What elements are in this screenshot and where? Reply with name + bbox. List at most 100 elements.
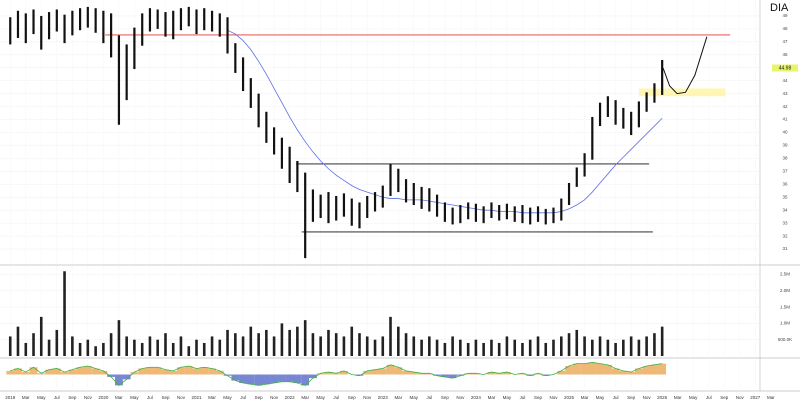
indicator-bar: [580, 363, 589, 375]
volume-bar: [257, 333, 260, 356]
indicator-bar: [6, 370, 15, 375]
volume-bar: [528, 339, 532, 356]
indicator-bar: [83, 366, 92, 375]
y-tick-label: 47: [782, 39, 788, 44]
volume-bar: [210, 336, 214, 356]
x-tick-label: May: [316, 395, 325, 400]
x-tick-label: 2024: [471, 395, 482, 400]
x-tick-label: Mar: [488, 395, 496, 400]
x-tick-label: Nov: [270, 395, 279, 400]
indicator-bar: [378, 368, 387, 375]
volume-bar: [334, 333, 338, 356]
indicator-bar: [386, 364, 395, 375]
y-tick-label: 500.0K: [778, 337, 792, 342]
y-tick-label: 41: [782, 117, 788, 122]
x-tick-label: Mar: [301, 395, 309, 400]
volume-bar: [358, 333, 361, 356]
indicator-bar: [495, 373, 504, 375]
indicator-bar: [45, 369, 53, 375]
indicator-bar: [440, 374, 449, 377]
x-tick-label: Jul: [240, 395, 246, 400]
indicator-bar: [130, 372, 139, 375]
y-tick-label: 42: [782, 104, 788, 109]
volume-bar: [195, 339, 198, 356]
volume-bar: [311, 333, 315, 356]
y-tick-label: 38: [782, 156, 788, 161]
indicator-bar: [658, 363, 667, 375]
volume-bar: [187, 346, 191, 356]
indicator-bar: [541, 374, 550, 376]
volume-bar: [497, 342, 501, 356]
indicator-bar: [208, 368, 216, 375]
volume-bar: [660, 326, 664, 356]
volume-bar: [218, 339, 222, 356]
x-tick-label: May: [503, 395, 512, 400]
volume-bar: [234, 333, 237, 356]
indicator-bar: [115, 374, 123, 386]
volume-bar: [280, 323, 284, 356]
y-tick-label: 35: [782, 194, 788, 199]
volume-bar: [389, 316, 392, 356]
y-tick-label: 31: [782, 246, 788, 251]
indicator-bar: [99, 370, 108, 375]
volume-bar: [645, 336, 648, 356]
indicator-bar: [76, 367, 84, 375]
indicator-bar: [215, 370, 224, 375]
volume-bar: [342, 336, 346, 356]
x-tick-label: 2027: [750, 395, 761, 400]
y-tick-label: 40: [782, 130, 788, 135]
indicator-bar: [153, 367, 162, 375]
indicator-bar: [14, 368, 22, 375]
x-tick-label: Jul: [333, 395, 339, 400]
x-tick-label: May: [689, 395, 698, 400]
x-tick-label: Nov: [643, 395, 652, 400]
x-tick-label: Mar: [208, 395, 216, 400]
y-tick-label: 1.5M: [780, 304, 790, 309]
x-tick-label: May: [37, 395, 46, 400]
indicator-bar: [355, 374, 364, 376]
x-tick-label: Jul: [426, 395, 432, 400]
indicator-bar: [433, 374, 441, 376]
x-tick-label: 2022: [285, 395, 296, 400]
indicator-bar: [417, 373, 426, 375]
volume-bar: [412, 336, 416, 356]
volume-bar: [102, 342, 105, 356]
indicator-bar: [254, 374, 263, 386]
volume-bar: [288, 329, 291, 356]
indicator-bar: [603, 364, 612, 375]
y-tick-label: 48: [782, 26, 788, 31]
indicator-bar: [293, 374, 302, 383]
x-tick-label: Jul: [613, 395, 619, 400]
volume-bar: [148, 336, 152, 356]
y-tick-label: 39: [782, 143, 788, 148]
volume-bar: [365, 336, 369, 356]
x-tick-label: Sep: [627, 395, 636, 400]
projection-curve: [662, 36, 708, 95]
volume-bar: [303, 320, 307, 356]
indicator-bar: [68, 369, 77, 375]
volume-bar: [47, 339, 51, 356]
volume-bar: [109, 333, 113, 356]
indicator-line: [10, 362, 663, 386]
indicator-bar: [518, 373, 527, 375]
x-tick-label: Sep: [441, 395, 450, 400]
x-tick-label: Nov: [549, 395, 558, 400]
x-tick-label: Mar: [115, 395, 123, 400]
last-price-tag: [772, 64, 798, 72]
indicator-bar: [503, 372, 511, 375]
volume-bar: [39, 316, 43, 356]
volume-bar: [474, 339, 478, 356]
x-tick-label: Sep: [68, 395, 77, 400]
x-tick-label: 2020: [98, 395, 109, 400]
volume-bar: [171, 342, 175, 356]
indicator-bar: [572, 363, 581, 375]
indicator-bar: [52, 368, 61, 375]
volume-bar: [451, 336, 454, 356]
indicator-bar: [650, 364, 659, 375]
indicator-bar: [169, 370, 178, 375]
x-tick-label: Mar: [674, 395, 682, 400]
volume-bar: [435, 339, 439, 356]
y-tick-label: 1.0M: [780, 321, 790, 326]
indicator-bar: [161, 369, 170, 375]
x-tick-label: May: [223, 395, 232, 400]
